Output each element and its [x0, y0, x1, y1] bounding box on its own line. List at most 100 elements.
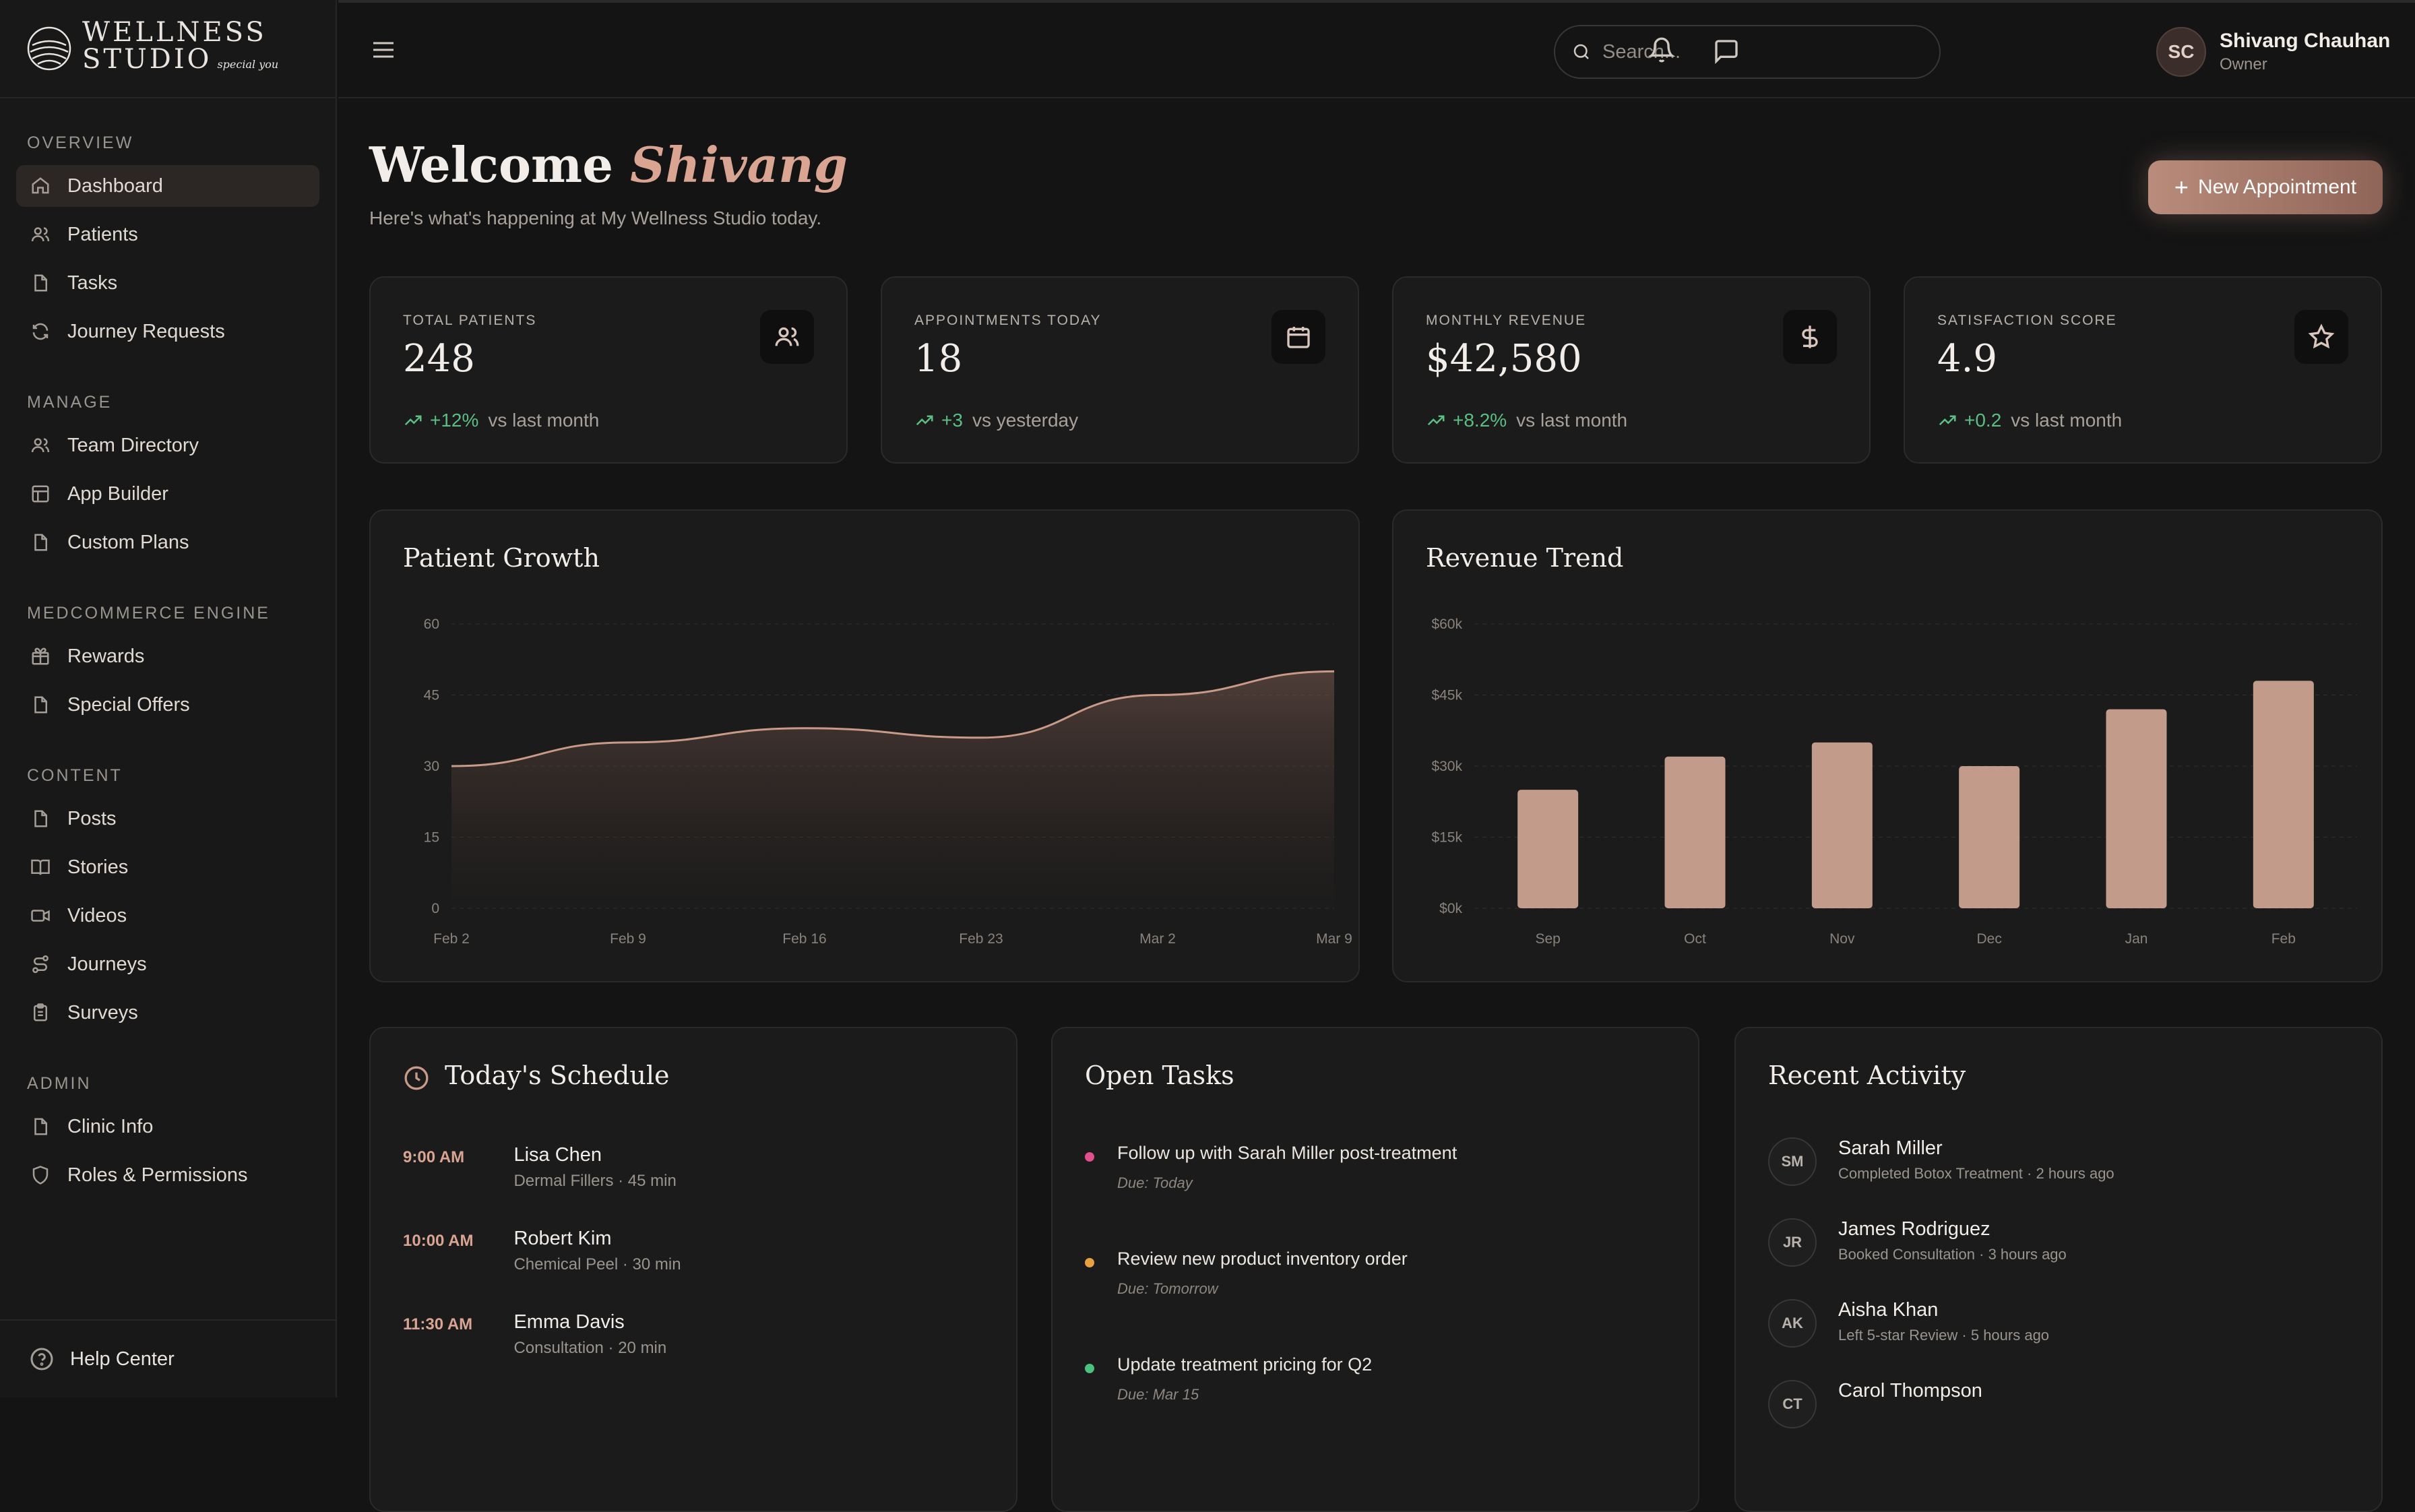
- sidebar-item-rewards[interactable]: Rewards: [16, 635, 319, 677]
- sidebar-item-tasks[interactable]: Tasks: [16, 262, 319, 304]
- activity-item[interactable]: SM Sarah Miller Completed Botox Treatmen…: [1768, 1137, 2114, 1186]
- x-tick-label: Sep: [1535, 931, 1560, 947]
- priority-dot: [1085, 1152, 1094, 1162]
- schedule-detail: Chemical Peel · 30 min: [513, 1255, 681, 1274]
- y-tick-label: $60k: [1431, 617, 1462, 632]
- stat-delta: +3: [941, 410, 963, 431]
- sidebar-item-special-offers[interactable]: Special Offers: [16, 684, 319, 726]
- sidebar-item-videos[interactable]: Videos: [16, 895, 319, 937]
- task-item[interactable]: Review new product inventory order Due: …: [1085, 1249, 1408, 1298]
- task-title: Review new product inventory order: [1117, 1249, 1408, 1269]
- x-tick-label: Mar 9: [1316, 931, 1352, 947]
- file-icon: [30, 532, 51, 553]
- main-content: Welcome Shivang Here's what's happening …: [338, 98, 2415, 1397]
- calendar-icon: [1272, 310, 1325, 364]
- file-icon: [30, 272, 51, 294]
- stat-card-total-patients: TOTAL PATIENTS 248 +12% vs last month: [369, 276, 848, 464]
- activity-detail: Booked Consultation · 3 hours ago: [1838, 1246, 2067, 1263]
- search-icon: [1571, 42, 1592, 62]
- stat-value: $42,580: [1426, 337, 1582, 381]
- tasks-card: Open Tasks Follow up with Sarah Miller p…: [1051, 1027, 1699, 1512]
- sidebar-item-roles-permissions[interactable]: Roles & Permissions: [16, 1154, 319, 1196]
- y-tick-label: $45k: [1431, 688, 1462, 703]
- sidebar-item-clinic-info[interactable]: Clinic Info: [16, 1106, 319, 1147]
- trend-up-icon: [403, 410, 423, 431]
- stat-value: 248: [403, 337, 475, 381]
- file-icon: [30, 808, 51, 829]
- task-title: Follow up with Sarah Miller post-treatme…: [1117, 1143, 1457, 1164]
- user-role: Owner: [2220, 55, 2390, 74]
- page-subtitle: Here's what's happening at My Wellness S…: [369, 208, 821, 229]
- help-center-link[interactable]: Help Center: [0, 1319, 337, 1397]
- sidebar-item-stories[interactable]: Stories: [16, 846, 319, 888]
- activity-name: Carol Thompson: [1838, 1380, 1982, 1402]
- activity-detail: Left 5-star Review · 5 hours ago: [1838, 1327, 2049, 1344]
- sidebar-item-label: App Builder: [67, 483, 168, 505]
- activity-title: Recent Activity: [1768, 1061, 1966, 1090]
- activity-name: James Rodriguez: [1838, 1218, 2067, 1240]
- x-tick-label: Dec: [1976, 931, 2001, 947]
- sidebar-item-team-directory[interactable]: Team Directory: [16, 424, 319, 466]
- file-icon: [30, 694, 51, 716]
- sidebar-item-label: Custom Plans: [67, 532, 189, 554]
- sidebar-item-patients[interactable]: Patients: [16, 214, 319, 255]
- x-tick-label: Feb 16: [782, 931, 826, 947]
- area-fill: [451, 671, 1334, 908]
- dollar-icon: [1783, 310, 1837, 364]
- schedule-time: 11:30 AM: [403, 1311, 511, 1334]
- task-due: Due: Tomorrow: [1117, 1280, 1408, 1298]
- schedule-item[interactable]: 10:00 AM Robert Kim Chemical Peel · 30 m…: [403, 1228, 681, 1274]
- sidebar-item-dashboard[interactable]: Dashboard: [16, 165, 319, 207]
- stat-compare: vs yesterday: [972, 410, 1078, 431]
- message-icon[interactable]: [1713, 38, 1740, 65]
- sidebar-item-app-builder[interactable]: App Builder: [16, 473, 319, 515]
- trend-up-icon: [1426, 410, 1446, 431]
- sidebar-item-label: Patients: [67, 224, 138, 246]
- new-appointment-label: New Appointment: [2198, 176, 2356, 199]
- bar: [2106, 710, 2167, 908]
- sidebar-item-journeys[interactable]: Journeys: [16, 943, 319, 985]
- stat-compare: vs last month: [488, 410, 599, 431]
- sidebar-item-custom-plans[interactable]: Custom Plans: [16, 522, 319, 563]
- avatar: SC: [2156, 27, 2206, 77]
- logo-mark-icon: [26, 25, 73, 72]
- stat-delta: +0.2: [1964, 410, 2001, 431]
- activity-item[interactable]: CT Carol Thompson: [1768, 1380, 1982, 1428]
- y-tick-label: 0: [431, 901, 439, 916]
- y-tick-label: $30k: [1431, 759, 1462, 774]
- menu-icon[interactable]: [372, 40, 396, 60]
- stat-trend: +3 vs yesterday: [914, 410, 1078, 431]
- y-tick-label: 15: [424, 830, 439, 846]
- gift-icon: [30, 645, 51, 667]
- task-due: Due: Today: [1117, 1174, 1457, 1192]
- task-item[interactable]: Follow up with Sarah Miller post-treatme…: [1085, 1143, 1457, 1192]
- stat-card-monthly-revenue: MONTHLY REVENUE $42,580 +8.2% vs last mo…: [1392, 276, 1871, 464]
- schedule-item[interactable]: 9:00 AM Lisa Chen Dermal Fillers · 45 mi…: [403, 1144, 677, 1191]
- topbar: SC Shivang Chauhan Owner: [338, 0, 2415, 98]
- activity-item[interactable]: JR James Rodriguez Booked Consultation ·…: [1768, 1218, 2067, 1267]
- new-appointment-button[interactable]: + New Appointment: [2148, 160, 2383, 214]
- welcome-name: Shivang: [630, 136, 848, 193]
- sidebar-item-label: Roles & Permissions: [67, 1164, 248, 1187]
- stat-trend: +0.2 vs last month: [1937, 410, 2122, 431]
- sidebar-item-posts[interactable]: Posts: [16, 798, 319, 840]
- bell-icon[interactable]: [1648, 36, 1675, 63]
- x-tick-label: Feb: [2271, 931, 2296, 947]
- task-due: Due: Mar 15: [1117, 1386, 1372, 1404]
- sidebar-item-journey-requests[interactable]: Journey Requests: [16, 311, 319, 352]
- activity-item[interactable]: AK Aisha Khan Left 5-star Review · 5 hou…: [1768, 1299, 2049, 1348]
- search-box[interactable]: [1554, 25, 1941, 79]
- task-item[interactable]: Update treatment pricing for Q2 Due: Mar…: [1085, 1354, 1372, 1404]
- sidebar-item-label: Videos: [67, 905, 127, 927]
- avatar: CT: [1768, 1380, 1817, 1428]
- schedule-item[interactable]: 11:30 AM Emma Davis Consultation · 20 mi…: [403, 1311, 666, 1358]
- user-menu[interactable]: SC Shivang Chauhan Owner: [2156, 27, 2390, 77]
- help-center-label: Help Center: [70, 1348, 175, 1371]
- sidebar-item-surveys[interactable]: Surveys: [16, 992, 319, 1034]
- schedule-patient: Robert Kim: [513, 1228, 681, 1250]
- stat-value: 4.9: [1937, 337, 1997, 381]
